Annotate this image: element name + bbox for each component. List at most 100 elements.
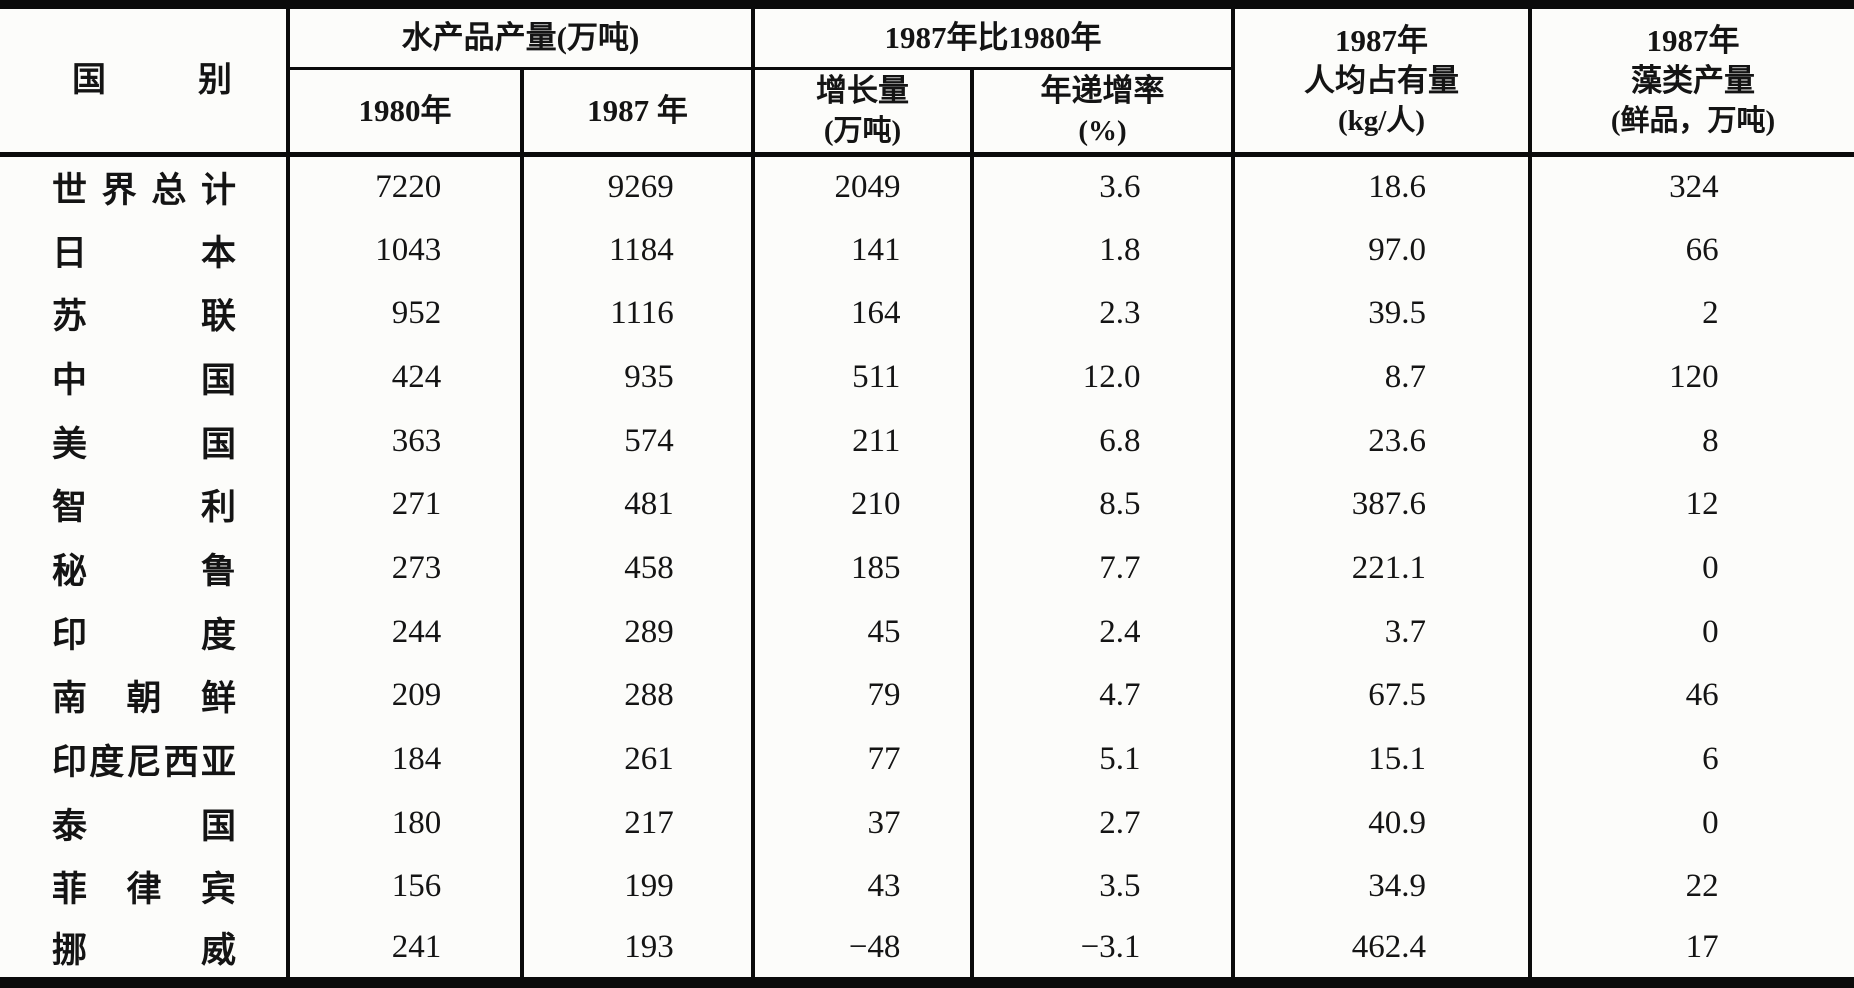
per-capita-cell: 3.7 [1231, 600, 1532, 664]
per-capita-value: 18.6 [1368, 169, 1427, 206]
growth-value: −48 [848, 929, 901, 966]
col-group-1987-vs-1980: 1987年比1980年 [751, 4, 1235, 70]
algae-cell: 120 [1528, 345, 1854, 410]
country-cell: 南朝鲜 [0, 664, 290, 728]
country-cell: 苏联 [0, 281, 290, 346]
algae-cell: 6 [1528, 727, 1854, 792]
output-1980-value: 273 [391, 549, 442, 586]
annual-rate-cell: 8.5 [970, 472, 1235, 537]
annual-rate-cell: 1.8 [970, 218, 1235, 282]
char: 国 [200, 360, 236, 400]
algae-value: 66 [1685, 231, 1719, 268]
algae-value: 0 [1702, 549, 1719, 586]
output-1980-cell: 244 [286, 600, 524, 664]
algae-value: 6 [1702, 741, 1719, 778]
rate-line2: (%) [1078, 115, 1127, 147]
col-header-algae-output: 1987年 藻类产量 (鲜品，万吨) [1528, 4, 1854, 157]
output-1980-value: 184 [391, 741, 442, 778]
annual-rate-value: 4.7 [1099, 677, 1141, 714]
output-1987-value: 261 [624, 741, 674, 778]
growth-cell: 211 [751, 409, 974, 473]
growth-cell: 45 [751, 600, 974, 664]
char: 国 [72, 61, 106, 99]
output-1980-value: 180 [391, 804, 442, 841]
algae-cell: 66 [1528, 218, 1854, 282]
output-1987-cell: 289 [520, 600, 755, 664]
char: 美 [52, 424, 88, 464]
country-name: 印度尼西亚 [52, 734, 236, 785]
char: 菲 [52, 870, 88, 910]
col-header-growth: 增长量 (万吨) [751, 68, 974, 157]
output-1987-cell: 9269 [520, 154, 755, 219]
country-cell: 菲律宾 [0, 855, 290, 919]
table-row: 印度 244 289 45 2.4 3.7 0 [0, 600, 1854, 664]
char: 尼 [126, 743, 162, 783]
country-name: 菲律宾 [52, 861, 236, 912]
annual-rate-value: 3.5 [1099, 868, 1141, 905]
output-1980-value: 241 [391, 929, 442, 966]
char: 国 [200, 806, 236, 846]
algae-cell: 0 [1528, 536, 1854, 601]
algae-value: 46 [1685, 677, 1719, 714]
col-header-country: 国别 [0, 4, 290, 157]
annual-rate-cell: 2.3 [970, 281, 1235, 346]
output-1987-cell: 217 [520, 791, 755, 856]
char: 世 [52, 171, 88, 211]
output-1980-cell: 209 [286, 664, 524, 728]
output-1980-cell: 1043 [286, 218, 524, 282]
percap-line3: (kg/人) [1337, 104, 1425, 137]
rate-line1: 年递增率 [1040, 73, 1165, 108]
algae-cell: 46 [1528, 664, 1854, 728]
percap-line1: 1987年 [1335, 22, 1428, 58]
country-name: 泰国 [52, 798, 236, 849]
per-capita-cell: 39.5 [1231, 281, 1532, 346]
output-1987-cell: 261 [520, 727, 755, 792]
output-1980-value: 952 [391, 295, 442, 332]
per-capita-value: 40.9 [1368, 804, 1427, 841]
char: 印 [52, 615, 88, 655]
output-1987-value: 935 [624, 358, 674, 395]
char: 别 [198, 61, 232, 99]
group-compare-label: 1987年比1980年 [884, 20, 1102, 55]
char: 智 [52, 488, 88, 528]
annual-rate-cell: 7.7 [970, 536, 1235, 601]
output-1980-value: 271 [391, 486, 442, 523]
output-1987-value: 193 [624, 929, 674, 966]
output-1980-value: 424 [391, 358, 442, 395]
annual-rate-cell: 2.7 [970, 791, 1235, 856]
annual-rate-value: 2.3 [1099, 295, 1141, 332]
country-cell: 日本 [0, 218, 290, 282]
char: 总 [151, 171, 187, 211]
annual-rate-value: 6.8 [1099, 422, 1141, 459]
country-name: 挪威 [52, 922, 236, 973]
country-cell: 中国 [0, 345, 290, 410]
table-row: 日本 1043 1184 141 1.8 97.0 66 [0, 218, 1854, 282]
char: 中 [52, 360, 88, 400]
country-cell: 印度尼西亚 [0, 727, 290, 792]
char: 南 [52, 679, 88, 719]
growth-line1: 增长量 [816, 73, 909, 108]
char: 印 [52, 743, 88, 783]
country-cell: 智利 [0, 472, 290, 537]
per-capita-value: 15.1 [1368, 741, 1427, 778]
col-header-per-capita: 1987年 人均占有量 (kg/人) [1231, 4, 1532, 157]
annual-rate-cell: 12.0 [970, 345, 1235, 410]
output-1987-cell: 1116 [520, 281, 755, 346]
country-cell: 世界总计 [0, 154, 290, 219]
output-1980-cell: 241 [286, 918, 524, 983]
per-capita-value: 387.6 [1351, 486, 1427, 523]
output-1980-cell: 952 [286, 281, 524, 346]
table-body: 世界总计 7220 9269 2049 3.6 18.6 324 日本 1043… [0, 154, 1854, 983]
per-capita-value: 34.9 [1368, 868, 1427, 905]
output-1987-value: 289 [624, 613, 674, 650]
annual-rate-cell: −3.1 [970, 918, 1235, 983]
table-row: 中国 424 935 511 12.0 8.7 120 [0, 345, 1854, 410]
annual-rate-value: 3.6 [1099, 169, 1141, 206]
col-header-annual-rate: 年递增率 (%) [970, 68, 1233, 157]
per-capita-value: 462.4 [1351, 929, 1427, 966]
growth-cell: 77 [751, 727, 974, 792]
char: 挪 [52, 931, 88, 971]
growth-value: 141 [850, 231, 901, 268]
table-row: 泰国 180 217 37 2.7 40.9 0 [0, 791, 1854, 856]
annual-rate-cell: 3.6 [970, 154, 1235, 219]
